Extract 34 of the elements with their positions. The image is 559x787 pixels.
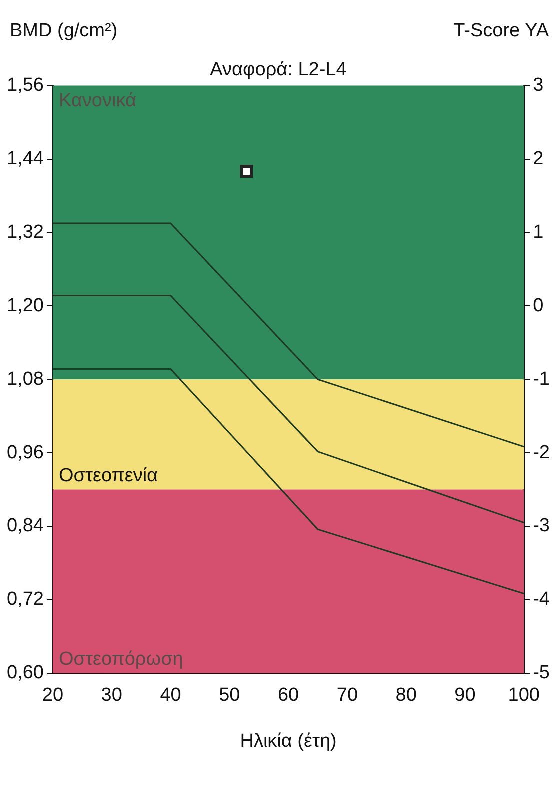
x-tick-label: 100 bbox=[508, 685, 540, 706]
x-tick-label: 30 bbox=[101, 685, 122, 706]
y-tick-label: 1,32 bbox=[6, 222, 44, 243]
x-tick-label: 50 bbox=[219, 685, 240, 706]
chart-title: Αναφορά: L2-L4 bbox=[210, 60, 348, 81]
y-tick-label: 0,96 bbox=[6, 442, 44, 464]
y-tick-label: 0,60 bbox=[6, 662, 44, 684]
x-tick-label: 70 bbox=[336, 685, 358, 706]
x-tick-label: 90 bbox=[454, 685, 476, 706]
x-tick-label: 80 bbox=[396, 685, 417, 706]
x-axis-title: Ηλικία (έτη) bbox=[240, 730, 337, 752]
y-tick-label: 0,72 bbox=[6, 589, 44, 610]
y-tick-label: 1,08 bbox=[6, 368, 44, 390]
y2-tick-label: -2 bbox=[533, 442, 550, 464]
y-axis-title: BMD (g/cm²) bbox=[10, 20, 118, 42]
y2-tick-label: 3 bbox=[533, 75, 544, 96]
y2-tick-label: 0 bbox=[533, 295, 544, 316]
band-label: Οστεοπενία bbox=[58, 466, 158, 487]
band-label: Οστεοπόρωση bbox=[58, 649, 184, 670]
y2-tick-label: -4 bbox=[533, 589, 550, 610]
y2-tick-label: 1 bbox=[533, 222, 544, 243]
y-tick-label: 1,56 bbox=[6, 75, 44, 96]
y2-tick-label: -5 bbox=[533, 662, 550, 684]
y2-tick-label: 2 bbox=[533, 148, 544, 170]
y2-tick-label: -1 bbox=[533, 368, 550, 390]
x-tick-label: 60 bbox=[278, 685, 300, 706]
y2-axis-title: T-Score YA bbox=[454, 20, 550, 42]
y-tick-label: 0,84 bbox=[6, 516, 44, 537]
x-tick-label: 40 bbox=[160, 685, 182, 706]
y-tick-label: 1,44 bbox=[6, 148, 44, 170]
y-tick-label: 1,20 bbox=[6, 295, 44, 316]
band-label: Κανονικά bbox=[58, 90, 136, 112]
y2-tick-label: -3 bbox=[533, 516, 550, 537]
x-tick-label: 20 bbox=[42, 685, 64, 706]
